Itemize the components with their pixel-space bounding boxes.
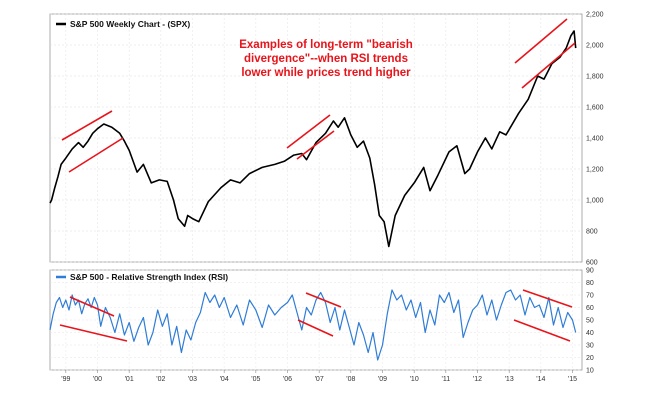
price-trendline-2007-upper	[286, 114, 331, 149]
x-tick-label: '08	[346, 376, 355, 383]
price-y-tick-label: 800	[586, 229, 598, 236]
price-legend: S&P 500 Weekly Chart - (SPX)	[56, 19, 190, 29]
x-tick-label: '12	[473, 376, 482, 383]
rsi-y-tick-label: 60	[586, 305, 594, 312]
rsi-y-tick-label: 20	[586, 355, 594, 362]
price-y-tick-label: 1,600	[586, 105, 604, 112]
price-series-line	[49, 30, 577, 248]
rsi-y-tick-label: 90	[586, 268, 594, 275]
rsi-trendline-1999-upper	[69, 296, 115, 317]
price-y-axis: 600 800 1,000 1,200 1,400 1,600 1,800 2,000 2,20…	[586, 12, 604, 267]
price-y-tick-label: 600	[586, 260, 598, 267]
rsi-trendline-2007-upper	[305, 292, 342, 308]
price-y-tick-label: 1,800	[586, 74, 604, 81]
rsi-legend-label: S&P 500 - Relative Strength Index (RSI)	[70, 272, 228, 282]
rsi-trend-lines	[59, 289, 573, 342]
x-tick-label: '00	[93, 376, 102, 383]
x-tick-label: '99	[61, 376, 70, 383]
rsi-series-line	[49, 289, 577, 361]
x-tick-label: '03	[188, 376, 197, 383]
price-trendline-1999-lower	[68, 137, 124, 173]
x-tick-label: '07	[315, 376, 324, 383]
price-y-tick-label: 1,200	[586, 167, 604, 174]
price-legend-label: S&P 500 Weekly Chart - (SPX)	[70, 19, 190, 29]
rsi-trendline-2014-upper	[522, 289, 573, 308]
price-trendline-1999-upper	[61, 110, 113, 141]
x-tick-label: '14	[536, 376, 545, 383]
rsi-y-tick-label: 80	[586, 280, 594, 287]
price-y-tick-label: 1,400	[586, 136, 604, 143]
price-trend-lines	[61, 18, 576, 173]
annotation-line-3: lower while prices trend higher	[241, 67, 411, 79]
rsi-y-axis: 10 20 30 40 50 60 70 80 90	[586, 268, 594, 375]
rsi-gridlines	[50, 269, 582, 371]
rsi-y-tick-label: 50	[586, 318, 594, 325]
price-y-tick-label: 1,000	[586, 198, 604, 205]
rsi-legend: S&P 500 - Relative Strength Index (RSI)	[56, 272, 228, 282]
price-trendline-2014-lower	[521, 42, 576, 89]
x-tick-label: '06	[283, 376, 292, 383]
rsi-y-tick-label: 10	[586, 368, 594, 375]
rsi-y-tick-label: 30	[586, 343, 594, 350]
x-tick-label: '09	[378, 376, 387, 383]
x-tick-label: '04	[220, 376, 229, 383]
price-trendline-2014-upper	[514, 18, 568, 64]
x-tick-label: '11	[442, 376, 451, 383]
x-tick-label: '15	[568, 376, 577, 383]
rsi-trendline-2014-lower	[513, 319, 571, 342]
price-y-tick-label: 2,000	[586, 43, 604, 50]
divergence-annotation: Examples of long-term "bearish divergenc…	[239, 39, 413, 79]
x-tick-label: '02	[156, 376, 165, 383]
x-axis: '99 '00 '01 '02 '03 '04 '05 '06 '07 '08 '09 '10 '11 '…	[61, 370, 577, 383]
x-tick-label: '05	[251, 376, 260, 383]
rsi-trendline-1999-lower	[59, 324, 128, 342]
x-tick-label: '10	[410, 376, 419, 383]
annotation-line-1: Examples of long-term "bearish	[239, 39, 413, 51]
rsi-y-tick-label: 40	[586, 330, 594, 337]
price-y-tick-label: 2,200	[586, 12, 604, 19]
price-gridlines	[50, 13, 582, 263]
price-trendline-2007-lower	[296, 130, 335, 160]
x-tick-label: '13	[505, 376, 514, 383]
rsi-trendline-2007-lower	[297, 319, 334, 337]
rsi-y-tick-label: 70	[586, 293, 594, 300]
annotation-line-2: divergence"--when RSI trends	[244, 53, 408, 65]
x-tick-label: '01	[125, 376, 134, 383]
